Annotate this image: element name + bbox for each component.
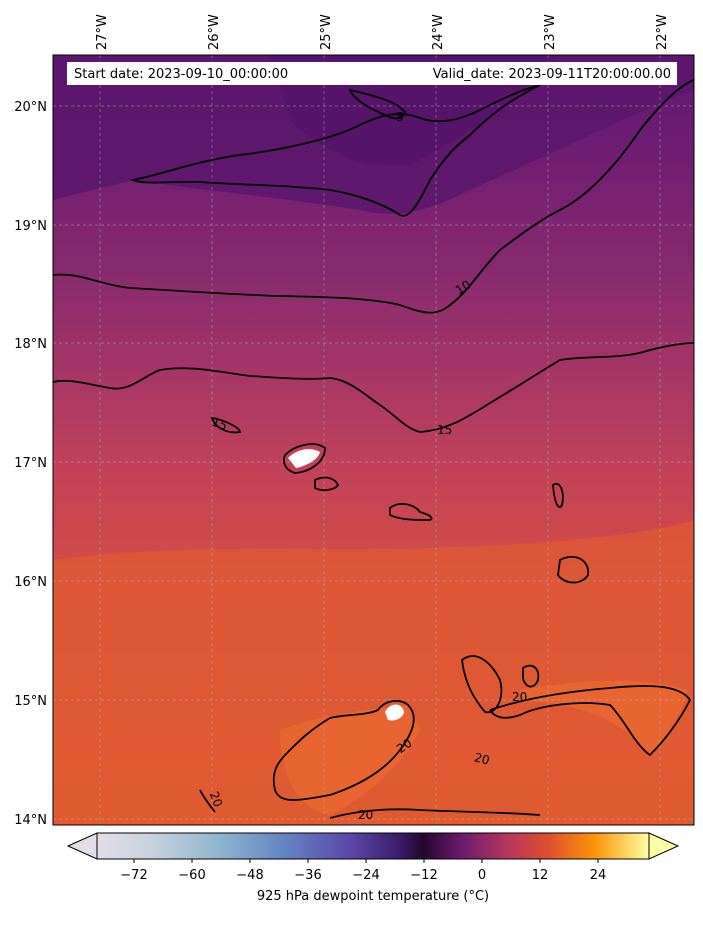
start-date-text: Start date: 2023-09-10_00:00:00: [74, 67, 288, 82]
colorbar: −72 −60 −48 −36 −24 −12 0 12 24 925 hPa …: [66, 832, 680, 904]
colorbar-tick-24: 24: [590, 868, 607, 883]
lat-label-20n: 20°N: [14, 100, 47, 115]
land-areas: [288, 449, 404, 721]
colorbar-tick--48: −48: [236, 868, 263, 883]
map-frame: [52, 54, 695, 826]
island-contour-santiago: [461, 655, 503, 714]
island-contour-maio: [522, 664, 540, 688]
land-santo-antao: [288, 449, 320, 468]
contour-20-fogo: [272, 699, 415, 801]
contour-label-20-a: 20: [512, 690, 527, 704]
contour-20-main: [489, 685, 692, 757]
contour-label-10: 10: [453, 278, 473, 298]
contour-15b: [210, 416, 241, 434]
lat-label-18n: 18°N: [14, 337, 47, 352]
island-contour-sao-vicente: [314, 476, 340, 492]
contour-15: [53, 342, 694, 433]
contour-label-20-c: 20: [473, 750, 491, 767]
contour-10: [53, 79, 694, 314]
colorbar-tick--12: −12: [410, 868, 437, 883]
contour-label-15-a: 15: [437, 423, 452, 437]
contour-lines: [53, 79, 694, 819]
lat-label-14n: 14°N: [14, 813, 47, 828]
colorbar-tick--24: −24: [352, 868, 379, 883]
island-contour-sal: [552, 482, 564, 508]
longitude-labels: 27°W 26°W 25°W 24°W 23°W 22°W: [95, 14, 670, 50]
lon-label-22w: 22°W: [655, 14, 670, 50]
colorbar-tick-12: 12: [532, 868, 549, 883]
valid-date-text: Valid_date: 2023-09-11T20:00:00.00: [433, 67, 671, 82]
lon-label-24w: 24°W: [431, 14, 446, 50]
contour-label-20-e: 20: [207, 790, 225, 809]
lon-label-23w: 23°W: [543, 14, 558, 50]
date-info-box: Start date: 2023-09-10_00:00:00 Valid_da…: [67, 62, 677, 85]
island-contour-santo-antao: [282, 443, 326, 474]
island-contour-boa-vista: [557, 555, 589, 584]
contour-20-bottom: [329, 808, 541, 819]
colorbar-tick--72: −72: [120, 868, 147, 883]
lat-label-16n: 16°N: [14, 575, 47, 590]
lon-label-27w: 27°W: [95, 14, 110, 50]
contour-5b: [348, 88, 407, 120]
land-fogo: [385, 704, 404, 721]
lon-label-25w: 25°W: [319, 14, 334, 50]
lon-label-26w: 26°W: [207, 14, 222, 50]
colorbar-tick-0: 0: [478, 868, 486, 883]
dewpoint-field: [53, 55, 694, 825]
lat-label-19n: 19°N: [14, 219, 47, 234]
contour-label-5: 5: [396, 110, 404, 124]
colorbar-gradient: [97, 833, 649, 859]
island-contour-sao-nicolau: [389, 503, 433, 521]
contour-label-20-d: 20: [358, 808, 373, 822]
colorbar-tick--60: −60: [178, 868, 205, 883]
colorbar-title: 925 hPa dewpoint temperature (°C): [257, 889, 489, 904]
contour-5: [129, 84, 541, 217]
latitude-labels: 20°N 19°N 18°N 17°N 16°N 15°N 14°N: [14, 100, 47, 828]
lat-label-15n: 15°N: [14, 694, 47, 709]
gridlines: [53, 55, 694, 825]
colorbar-tick--36: −36: [294, 868, 321, 883]
contour-label-15-b: 15: [210, 415, 229, 433]
colorbar-extend-min: [66, 832, 98, 860]
colorbar-extend-max: [648, 832, 680, 860]
lat-label-17n: 17°N: [14, 456, 47, 471]
contour-20-left: [199, 789, 216, 813]
